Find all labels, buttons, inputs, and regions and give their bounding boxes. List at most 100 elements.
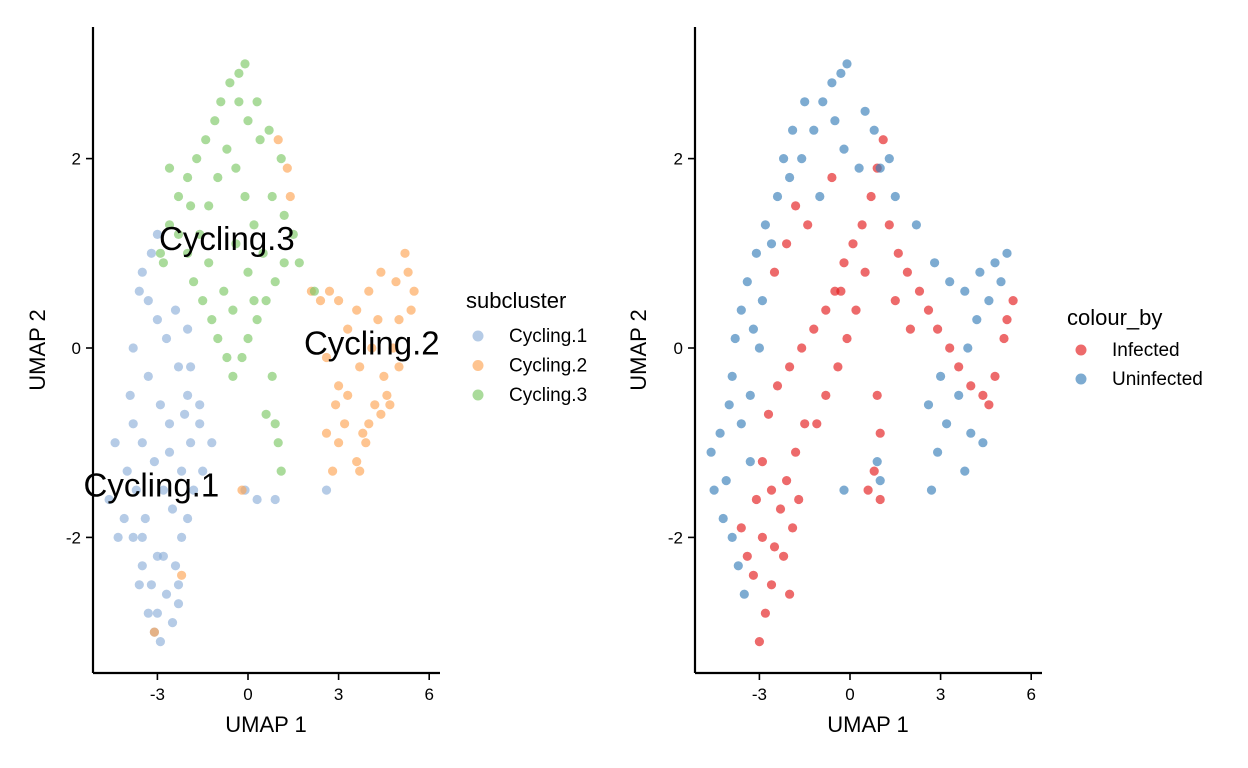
data-point <box>812 419 822 429</box>
legend-items: Cycling.1 Cycling.2 Cycling.3 <box>472 326 587 406</box>
data-point <box>149 457 159 467</box>
data-point <box>155 637 165 647</box>
data-point <box>854 163 864 173</box>
data-point <box>875 494 885 505</box>
data-point <box>893 248 903 258</box>
cluster-label: Cycling.1 <box>83 466 219 503</box>
data-point <box>966 428 976 438</box>
data-point <box>848 239 858 249</box>
data-point <box>177 532 187 543</box>
data-point <box>355 362 365 372</box>
data-point <box>170 561 181 571</box>
y-tick-label: -2 <box>668 528 683 547</box>
x-axis-title: UMAP 1 <box>827 712 909 737</box>
data-point <box>192 154 202 164</box>
data-point <box>249 296 259 306</box>
data-point <box>739 589 749 599</box>
data-point <box>754 637 765 647</box>
data-point <box>279 210 289 220</box>
data-point <box>252 315 262 325</box>
data-point <box>815 191 825 202</box>
data-point <box>923 400 934 410</box>
legend-title: colour_by <box>1067 305 1162 330</box>
data-point <box>766 485 777 495</box>
x-tick-label: -3 <box>150 685 165 704</box>
data-point <box>797 343 807 353</box>
data-point <box>766 239 777 249</box>
data-point <box>1008 296 1018 306</box>
data-point <box>978 438 988 448</box>
data-point <box>219 286 229 296</box>
data-point <box>890 296 900 306</box>
data-point <box>902 267 913 277</box>
data-point <box>155 400 165 410</box>
data-point <box>718 513 728 524</box>
data-point <box>775 504 786 514</box>
cluster-label: Cycling.2 <box>304 324 440 361</box>
data-point <box>125 390 135 400</box>
legend-label: Cycling.3 <box>509 385 587 406</box>
data-point <box>134 286 144 296</box>
data-point <box>222 144 232 154</box>
data-point <box>851 305 861 315</box>
data-point <box>152 608 162 618</box>
data-point <box>164 163 175 173</box>
data-point <box>788 125 798 135</box>
legend-key <box>472 330 484 342</box>
data-point <box>409 286 419 296</box>
y-axis-title: UMAP 2 <box>626 309 651 391</box>
data-point <box>334 438 344 448</box>
y-tick-label: 0 <box>72 339 81 358</box>
data-point <box>210 116 220 126</box>
data-point <box>279 258 289 268</box>
data-point <box>252 494 262 505</box>
data-point <box>933 324 943 334</box>
data-point <box>748 324 759 334</box>
data-point <box>228 371 238 381</box>
data-point <box>146 580 156 590</box>
data-point <box>727 371 737 381</box>
legend-key <box>472 360 484 371</box>
data-point <box>821 390 831 400</box>
data-point <box>143 371 153 381</box>
data-point <box>769 542 780 552</box>
data-point <box>785 589 795 599</box>
data-point <box>727 532 737 543</box>
y-tick-label: 2 <box>674 150 683 169</box>
data-point <box>990 258 1000 268</box>
data-point <box>779 551 789 561</box>
data-point <box>364 419 374 429</box>
data-point <box>403 267 413 277</box>
data-point <box>140 513 150 524</box>
data-point <box>836 286 846 296</box>
data-point <box>872 390 882 400</box>
data-point <box>152 229 162 239</box>
data-point <box>926 485 937 495</box>
data-point <box>391 277 401 287</box>
legend-label: Cycling.2 <box>509 356 587 377</box>
data-point <box>996 277 1006 287</box>
data-point <box>164 419 175 429</box>
data-point <box>860 267 870 277</box>
data-point <box>875 428 885 438</box>
data-point <box>769 267 780 277</box>
data-point <box>827 172 837 183</box>
data-point <box>186 438 196 448</box>
legend-label: Cycling.1 <box>509 326 587 347</box>
data-point <box>352 457 362 467</box>
data-point <box>839 258 849 268</box>
y-axis-title: UMAP 2 <box>25 309 50 391</box>
data-point <box>119 513 129 524</box>
data-point <box>990 371 1000 381</box>
data-point <box>343 324 353 334</box>
data-point <box>757 532 768 543</box>
data-point <box>745 390 755 400</box>
data-point <box>201 135 211 145</box>
data-point <box>243 333 253 344</box>
legend-key <box>1075 344 1087 356</box>
data-point <box>128 419 138 429</box>
data-point <box>800 419 810 429</box>
data-point <box>954 390 964 400</box>
legend-items: Infected Uninfected <box>1075 340 1203 390</box>
data-point <box>315 296 326 306</box>
